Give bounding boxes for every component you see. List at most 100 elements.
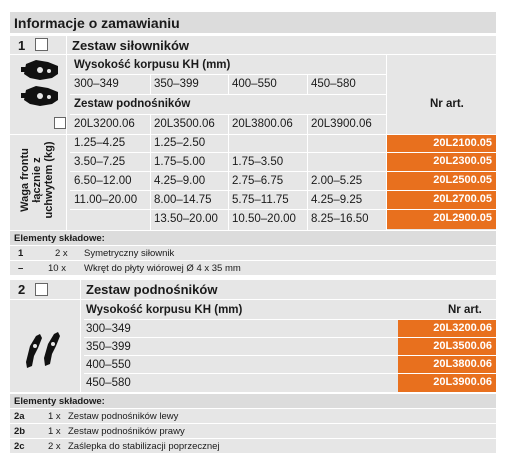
element-qty: 1 x <box>48 426 61 437</box>
divider <box>80 280 81 392</box>
divider <box>150 114 151 230</box>
range-cell: 2.75–6.75 <box>232 175 284 187</box>
divider <box>10 134 496 135</box>
elements-row <box>10 424 496 438</box>
range-cell: 1.75–3.50 <box>232 156 284 168</box>
elements-header-bar <box>10 231 496 245</box>
range-cell: 8.25–16.50 <box>311 213 369 225</box>
lift-code: 20L3900.06 <box>311 118 372 130</box>
elements-row <box>10 261 496 275</box>
kh-value: 400–550 <box>86 359 131 371</box>
range-cell: 6.50–12.00 <box>74 175 132 187</box>
article-number: 20L3800.06 <box>398 356 496 373</box>
range-cell: 1.25–2.50 <box>154 137 206 149</box>
elements-header-bar <box>10 394 496 408</box>
lift-code: 20L3800.06 <box>232 118 293 130</box>
range-cell: 11.00–20.00 <box>74 194 138 206</box>
divider <box>150 74 151 94</box>
divider <box>70 171 496 172</box>
range-cell: 5.75–11.75 <box>232 194 289 206</box>
actuator-image-icon <box>18 58 64 114</box>
elements-row <box>10 246 496 260</box>
range-cell: 13.50–20.00 <box>154 213 218 225</box>
divider <box>307 74 308 94</box>
divider <box>70 190 496 191</box>
range-cell: 1.75–5.00 <box>154 156 206 168</box>
kh-value: 300–349 <box>74 78 119 90</box>
lift-code: 20L3500.06 <box>154 118 215 130</box>
section1-number: 1 <box>18 38 26 53</box>
title-bar <box>10 12 496 34</box>
element-desc: Wkręt do płyty wiórowej Ø 4 x 35 mm <box>84 263 241 274</box>
element-desc: Symetryczny siłownik <box>84 248 175 259</box>
section2-kh-header: Wysokość korpusu KH (mm) <box>86 304 243 316</box>
divider <box>307 114 308 230</box>
section2-checkbox[interactable] <box>35 283 48 296</box>
divider <box>10 54 496 55</box>
section1-nr-art: Nr art. <box>430 98 464 110</box>
article-number: 20L2700.05 <box>387 191 496 209</box>
element-desc: Zaślepka do stabilizacji poprzecznej <box>68 441 220 452</box>
divider <box>228 74 229 94</box>
range-cell: 10.50–20.00 <box>232 213 296 225</box>
range-cell: 3.50–7.25 <box>74 156 126 168</box>
page-title: Informacje o zamawianiu <box>14 15 180 31</box>
kh-value: 350–399 <box>154 78 199 90</box>
section2-elements-title: Elementy składowe: <box>14 396 105 407</box>
section2-nr-art: Nr art. <box>448 304 482 316</box>
element-id: – <box>18 263 24 274</box>
element-id: 1 <box>18 248 24 259</box>
section1-lift-set: Zestaw podnośników <box>74 98 191 110</box>
kh-value: 300–349 <box>86 323 131 335</box>
element-desc: Zestaw podnośników lewy <box>68 411 179 422</box>
element-qty: 2 x <box>55 248 68 259</box>
divider <box>70 209 496 210</box>
element-qty: 1 x <box>48 411 61 422</box>
divider <box>84 319 496 320</box>
elements-row <box>10 439 496 453</box>
elements-row <box>10 409 496 423</box>
kh-value: 400–550 <box>232 78 277 90</box>
range-cell: 8.00–14.75 <box>154 194 212 206</box>
article-number: 20L3200.06 <box>398 320 496 337</box>
divider <box>84 355 496 356</box>
lift-code: 20L3200.06 <box>74 118 135 130</box>
kh-value: 450–580 <box>86 377 131 389</box>
section1-checkbox[interactable] <box>35 38 48 51</box>
element-id: 2c <box>14 441 25 452</box>
range-cell: 4.25–9.25 <box>311 194 363 206</box>
range-cell: 2.00–5.25 <box>311 175 363 187</box>
section1-kh-header: Wysokość korpusu KH (mm) <box>74 59 231 71</box>
kh-value: 350–399 <box>86 341 131 353</box>
weight-label: Waga frontu łącznie z uchwytem (kg) <box>19 141 55 219</box>
divider <box>386 54 387 134</box>
kh-value: 450–580 <box>311 78 356 90</box>
article-number: 20L3500.06 <box>398 338 496 355</box>
article-number: 20L2300.05 <box>387 153 496 171</box>
section2-number: 2 <box>18 282 26 297</box>
article-number: 20L3900.06 <box>398 374 496 392</box>
lift-set-checkbox[interactable] <box>54 117 66 129</box>
article-number: 20L2100.05 <box>387 135 496 152</box>
divider <box>70 94 386 95</box>
article-number: 20L2900.05 <box>387 210 496 229</box>
section2-set-name: Zestaw podnośników <box>86 282 218 297</box>
element-id: 2a <box>14 411 25 422</box>
element-qty: 2 x <box>48 441 61 452</box>
divider <box>84 337 496 338</box>
divider <box>84 373 496 374</box>
divider <box>10 299 496 300</box>
lift-mechanism-image-icon <box>20 322 70 372</box>
section1-set-name: Zestaw siłowników <box>72 38 190 53</box>
range-cell: 4.25–9.00 <box>154 175 206 187</box>
divider <box>70 152 496 153</box>
divider <box>386 134 387 230</box>
divider <box>228 114 229 230</box>
element-desc: Zestaw podnośników prawy <box>68 426 185 437</box>
range-cell: 1.25–4.25 <box>74 137 126 149</box>
section1-elements-title: Elementy składowe: <box>14 233 105 244</box>
element-id: 2b <box>14 426 26 437</box>
divider <box>66 36 67 230</box>
article-number: 20L2500.05 <box>387 172 496 190</box>
element-qty: 10 x <box>48 263 66 274</box>
